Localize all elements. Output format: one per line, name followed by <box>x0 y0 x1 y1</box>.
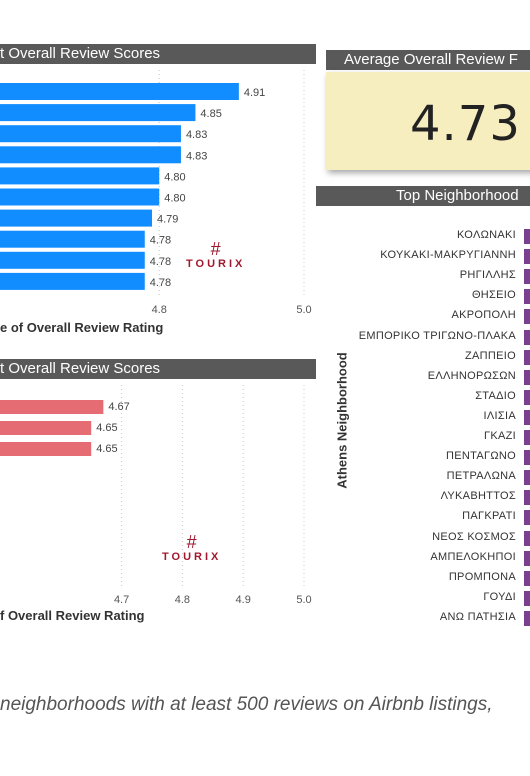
footer-caption: neighborhoods with at least 500 reviews … <box>0 694 493 715</box>
neighborhood-label: ΓΟΥΔΙ <box>483 590 516 603</box>
data-label: 4.78 <box>150 235 171 247</box>
neighborhood-label: ΖΑΠΠΕΙΟ <box>465 349 516 362</box>
neighborhood-bar <box>524 550 530 566</box>
neighborhood-bar <box>524 249 530 265</box>
bar <box>0 209 152 227</box>
bottom-chart-header: t Overall Review Scores <box>0 359 316 379</box>
bar <box>0 125 181 143</box>
neighborhood-bar <box>524 610 530 626</box>
data-label: 4.80 <box>164 171 185 183</box>
tourix-logo-bottom: # TOURIX <box>162 533 221 563</box>
x-tick-label: 4.7 <box>114 594 129 606</box>
neighborhood-label: ΚΟΥΚΑΚΙ-ΜΑΚΡΥΓΙΑΝΝΗ <box>380 249 516 262</box>
neighborhood-bar <box>524 450 530 466</box>
bar <box>0 146 181 164</box>
neighborhood-bar <box>524 329 530 345</box>
neighborhood-label: ΑΝΩ ΠΑΤΗΣΙΑ <box>439 610 516 623</box>
kpi-card <box>326 72 530 170</box>
neighborhood-label: ΑΜΠΕΛΟΚΗΠΟΙ <box>430 550 516 563</box>
x-tick-label: 5.0 <box>296 594 311 606</box>
bar <box>0 421 92 435</box>
neighborhood-label: ΡΗΓΙΛΛΗΣ <box>459 269 516 282</box>
data-label: 4.83 <box>186 150 207 162</box>
bar <box>0 272 145 290</box>
logo-mark-icon: # <box>210 239 221 259</box>
data-label: 4.78 <box>150 277 171 289</box>
neighborhood-bar <box>524 349 530 365</box>
neighborhood-label: ΝΕΟΣ ΚΟΣΜΟΣ <box>432 530 516 543</box>
data-label: 4.79 <box>157 214 178 226</box>
neighborhood-bar <box>524 570 530 586</box>
kpi-header: Average Overall Review F <box>326 50 530 70</box>
neighborhood-label: ΠΕΝΤΑΓΩΝΟ <box>446 450 516 463</box>
bottom-chart: 4.7 4.8 4.9 5.0 4.67 4.65 4.65 <box>0 385 312 606</box>
neighborhood-label: ΕΛΛΗΝΟΡΩΣΩΝ <box>427 369 516 382</box>
data-label: 4.65 <box>96 422 117 434</box>
neighborhood-bar <box>524 309 530 325</box>
bar <box>0 230 145 248</box>
kpi-value: 4.73 <box>410 96 521 152</box>
data-label: 4.83 <box>186 129 207 141</box>
neighborhood-bar <box>524 470 530 486</box>
logo-word: TOURIX <box>186 258 246 270</box>
neighborhood-bar <box>524 430 530 445</box>
data-label: 4.78 <box>150 256 171 268</box>
neighborhood-label: ΓΚΑΖΙ <box>483 430 516 442</box>
neighborhood-label: ΚΟΛΩΝΑΚΙ <box>456 229 516 241</box>
neighborhood-label: ΙΛΙΣΙΑ <box>483 409 516 422</box>
neighborhood-label: ΛΥΚΑΒΗΤΤΟΣ <box>440 490 516 503</box>
bar <box>0 104 196 122</box>
bottom-chart-axis-title: f Overall Review Rating <box>0 608 145 623</box>
neighborhood-bar <box>524 289 530 305</box>
data-label: 4.80 <box>164 193 185 205</box>
bar <box>0 251 145 269</box>
neighborhood-bar <box>524 389 530 405</box>
x-tick-label: 4.8 <box>175 594 190 606</box>
neighborhood-label: ΠΕΤΡΑΛΩΝΑ <box>446 470 516 483</box>
neighborhood-bar <box>524 409 530 425</box>
neighborhood-label: ΣΤΑΔΙΟ <box>475 389 516 402</box>
neighborhood-label: ΠΑΓΚΡΑΤΙ <box>462 510 516 523</box>
neighborhood-label: ΘΗΣΕΙΟ <box>471 289 516 302</box>
logo-word: TOURIX <box>162 551 222 563</box>
neighborhood-label: ΠΡΟΜΠΟΝΑ <box>448 570 516 583</box>
top-chart-header: t Overall Review Scores <box>0 44 316 64</box>
neighborhood-bar <box>524 590 530 606</box>
data-label: 4.91 <box>244 87 265 99</box>
bar <box>0 400 104 414</box>
bar <box>0 442 92 456</box>
neighborhood-bar <box>524 530 530 546</box>
data-label: 4.85 <box>200 108 221 120</box>
neighborhood-panel-header: Top Neighborhood <box>316 186 530 206</box>
bar <box>0 83 239 100</box>
neighborhood-label: ΕΜΠΟΡΙΚΟ ΤΡΙΓΩΝΟ-ΠΛΑΚΑ <box>358 329 516 342</box>
tourix-logo-top: # TOURIX <box>186 240 245 270</box>
x-tick-label: 5.0 <box>296 304 311 316</box>
x-tick-label: 4.8 <box>152 304 167 316</box>
bar <box>0 167 160 185</box>
top-chart: 4.8 5.04.914.854.834.834.804.804.794.784.… <box>0 70 312 316</box>
logo-mark-icon: # <box>186 532 197 552</box>
neighborhood-bar <box>524 269 530 285</box>
bar <box>0 188 160 206</box>
neighborhood-bar <box>524 229 530 244</box>
x-tick-label: 4.9 <box>236 594 251 606</box>
top-chart-axis-title: e of Overall Review Rating <box>0 320 164 335</box>
neighborhood-bar <box>524 369 530 385</box>
data-label: 4.67 <box>108 401 129 413</box>
neighborhood-bar <box>524 490 530 506</box>
neighborhood-bar <box>524 510 530 526</box>
neighborhood-label: ΑΚΡΟΠΟΛΗ <box>451 309 516 322</box>
data-label: 4.65 <box>96 443 117 455</box>
neighborhood-axis-title: Athens Neighborhood <box>334 352 350 489</box>
